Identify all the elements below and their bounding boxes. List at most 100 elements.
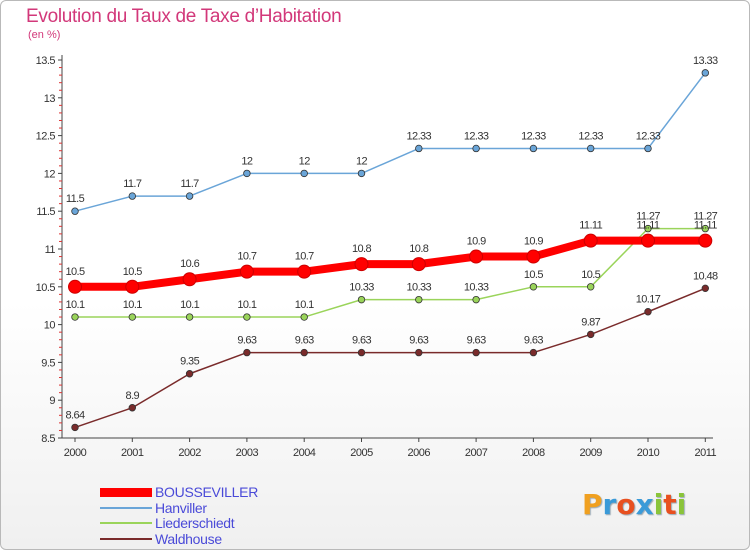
data-point: [185, 313, 194, 321]
data-label: 9.63: [352, 335, 371, 347]
legend-swatch: [100, 537, 152, 540]
logo-letter: i: [676, 488, 687, 521]
data-point: [587, 283, 595, 291]
x-tick-label: 2006: [408, 447, 431, 459]
y-tick-label: 10: [44, 320, 56, 332]
data-label: 10.33: [349, 282, 374, 294]
data-point: [243, 169, 251, 178]
data-point: [529, 144, 538, 153]
data-label: 10.1: [295, 299, 314, 311]
x-tick-label: 2001: [121, 447, 144, 459]
data-point: [472, 348, 480, 357]
data-point: [415, 295, 423, 304]
data-label: 10.5: [65, 266, 84, 278]
series-waldhouse: [71, 284, 709, 432]
data-point: [68, 279, 82, 294]
logo-letter: P: [582, 488, 603, 521]
data-label: 10.1: [180, 299, 199, 311]
data-label: 9.87: [581, 316, 600, 328]
logo-letter: o: [616, 488, 636, 521]
y-tick-label: 12: [44, 168, 56, 180]
data-point: [698, 233, 713, 248]
y-tick-label: 9: [49, 395, 55, 407]
data-point: [185, 370, 194, 378]
data-label: 10.33: [407, 282, 432, 294]
data-label: 10.7: [295, 251, 314, 263]
series-bousseviller: [68, 233, 713, 294]
data-label: 11.11: [637, 220, 660, 232]
legend-swatch: [100, 506, 152, 509]
legend-label: BOUSSEVILLER: [155, 484, 258, 500]
data-label: 10.1: [237, 299, 256, 311]
data-label: 12.33: [578, 130, 603, 142]
data-point: [357, 348, 366, 357]
proxiti-logo: Proxiti: [582, 488, 686, 521]
data-point: [701, 69, 709, 77]
data-label: 9.63: [467, 335, 486, 347]
data-point: [583, 233, 598, 248]
data-point: [411, 257, 426, 272]
data-point: [644, 144, 652, 153]
data-point: [354, 257, 369, 272]
data-point: [239, 264, 254, 279]
data-point: [128, 192, 136, 200]
legend-label: Hanviller: [155, 499, 207, 516]
x-tick-label: 2003: [236, 447, 259, 459]
data-point: [71, 207, 79, 215]
x-tick-label: 2007: [465, 447, 488, 459]
data-point: [415, 144, 423, 153]
y-tick-label: 13.5: [36, 55, 56, 67]
series-line: [75, 227, 706, 318]
data-point: [243, 348, 251, 357]
series-liederschiedt: [71, 224, 709, 321]
data-label: 9.63: [237, 335, 256, 347]
y-tick-label: 12.5: [36, 131, 56, 143]
y-tick-label: 8.5: [41, 433, 55, 445]
data-label: 11.5: [66, 193, 85, 205]
data-label: 11.27: [636, 211, 660, 223]
data-point: [415, 348, 423, 357]
data-label: 10.9: [467, 236, 486, 248]
data-point: [300, 348, 308, 357]
data-point: [357, 295, 366, 304]
data-label: 8.64: [65, 409, 84, 421]
data-label: 12.33: [521, 130, 546, 142]
data-label: 10.33: [464, 282, 489, 294]
data-point: [472, 144, 480, 153]
chart-axes: 8.5 9 9.5 10 10.5 11 11.5 12 12.5 13 13.5 2000 2001 2…: [36, 55, 717, 459]
x-tick-label: 2009: [579, 447, 602, 459]
y-tick-label: 13: [44, 93, 56, 105]
logo-letter: i: [653, 488, 664, 521]
data-label: 10.8: [352, 243, 371, 255]
data-point: [71, 313, 79, 321]
data-point: [587, 330, 595, 339]
data-label: 13.33: [693, 55, 718, 67]
data-label: 11.11: [694, 220, 717, 232]
data-point: [529, 348, 538, 357]
series-line: [74, 72, 706, 212]
logo-letter: x: [635, 488, 654, 521]
data-label: 9.35: [180, 356, 199, 368]
data-point: [641, 233, 655, 248]
data-point: [243, 313, 251, 321]
data-label: 12.33: [464, 130, 489, 142]
line-chart: 8.5 9 9.5 10 10.5 11 11.5 12 12.5 13 13.5 2000 2001 2…: [36, 55, 719, 459]
chart-subtitle: (en %): [28, 29, 61, 41]
data-label: 9.63: [524, 335, 543, 347]
data-label: 10.1: [123, 299, 142, 311]
legend-swatch: [100, 487, 152, 497]
data-point: [182, 272, 197, 287]
data-label: 10.5: [123, 266, 142, 278]
data-label: 12.33: [407, 130, 432, 142]
x-tick-label: 2010: [637, 447, 660, 459]
data-point: [587, 144, 595, 153]
data-label: 12: [299, 155, 311, 167]
data-label: 10.5: [581, 269, 600, 281]
data-point: [472, 295, 480, 304]
legend-label: Waldhouse: [155, 530, 222, 547]
data-point: [300, 313, 308, 321]
data-label: 11.11: [579, 220, 602, 232]
x-tick-label: 2005: [350, 447, 373, 459]
x-tick-label: 2000: [64, 447, 87, 459]
